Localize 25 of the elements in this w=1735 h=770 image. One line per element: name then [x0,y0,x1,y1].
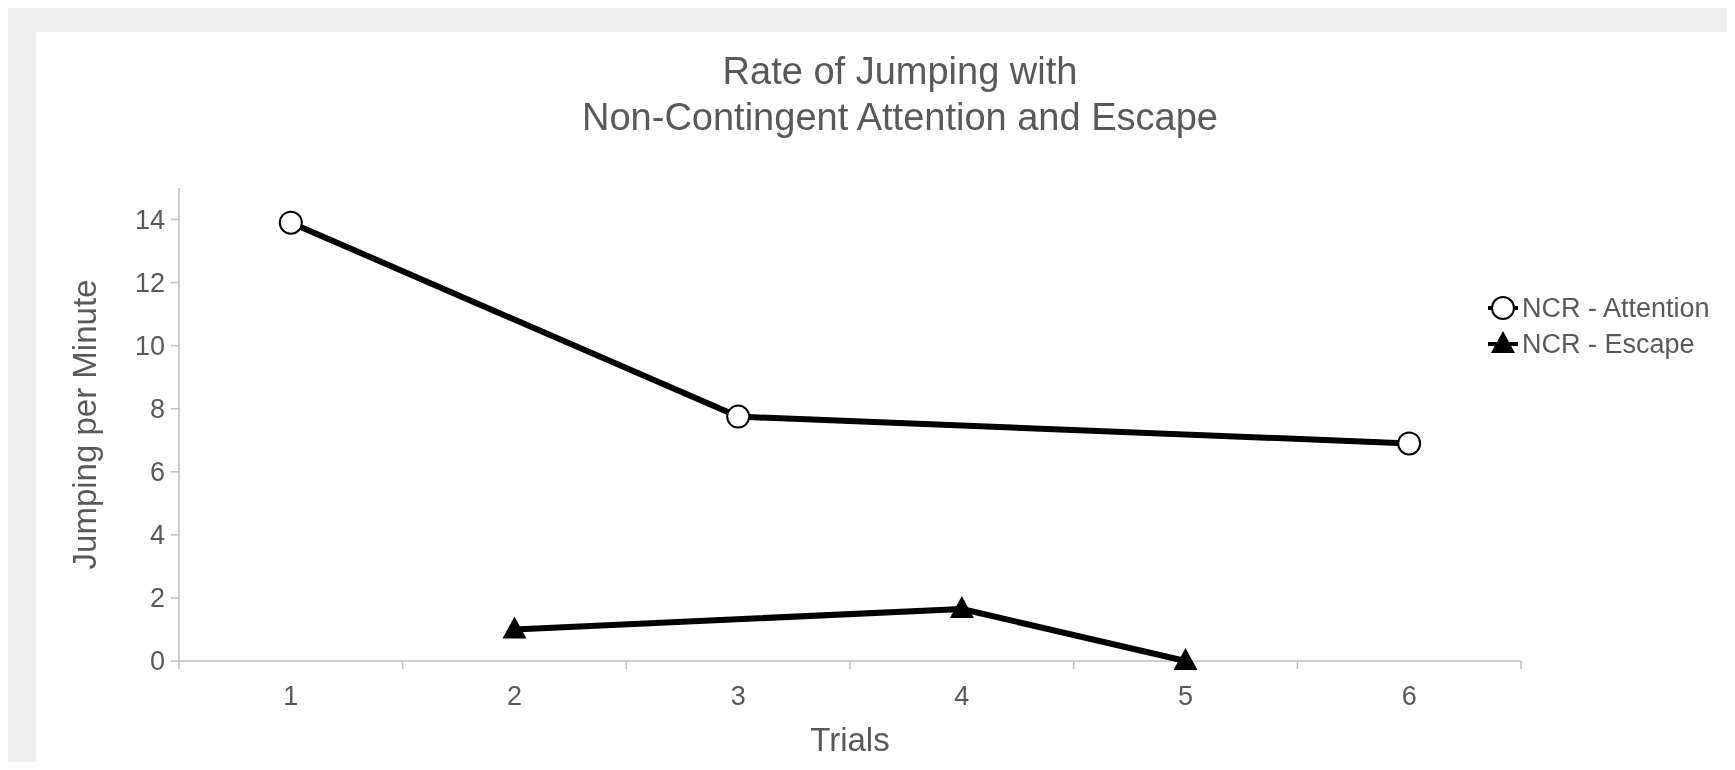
x-tick-label: 5 [1177,681,1194,711]
y-tick-label: 0 [149,646,165,677]
y-tick-label: 8 [149,394,165,425]
x-tick-label: 2 [506,681,523,711]
legend-label: NCR - Attention [1522,293,1710,324]
point [278,210,303,235]
point [1173,648,1198,670]
y-tick-label: 14 [134,204,165,235]
y-tick-label: 2 [149,583,165,614]
chart-title: Rate of Jumping with Non-Contingent Attention and Escape [582,50,1218,138]
x-tick-label: 6 [1401,681,1417,711]
point [726,404,751,429]
y-tick-label: 6 [149,457,165,488]
x-tick-label: 1 [283,681,299,711]
point [949,595,974,618]
point [502,616,527,639]
x-tick-label: 3 [730,681,746,711]
x-axis-title: Trials [810,721,890,758]
x-tick-label: 4 [954,681,970,711]
y-axis-title: Jumping per Minute [66,279,103,570]
y-tick-label: 4 [149,520,165,551]
legend-label: NCR - Escape [1522,329,1695,360]
y-tick-label: 10 [134,331,165,362]
y-tick-label: 12 [134,268,165,299]
point [1397,431,1422,456]
